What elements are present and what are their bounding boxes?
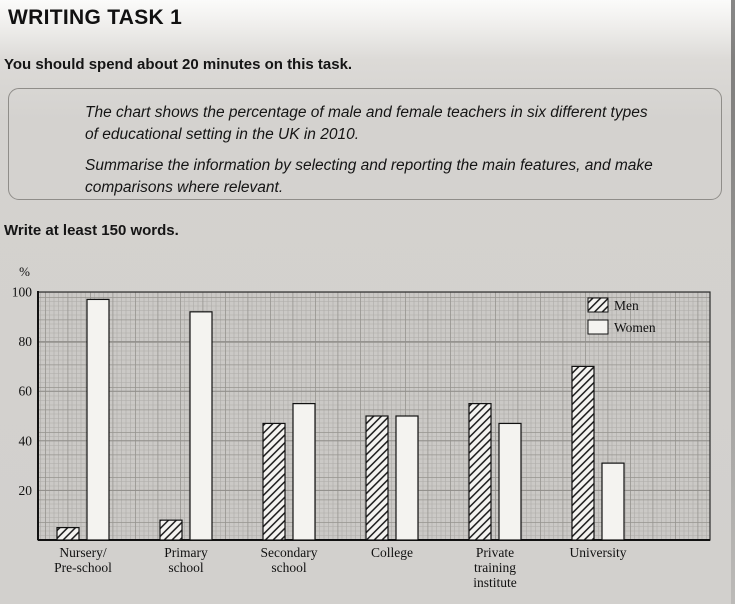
bar-men-3 (365, 415, 389, 541)
x-tick-label: Nursery/Pre-school (54, 545, 112, 575)
y-axis-unit-label: % (19, 264, 30, 279)
task-title: WRITING TASK 1 (8, 6, 183, 29)
bar-women-3 (395, 415, 419, 541)
y-tick-label: 20 (19, 483, 33, 498)
prompt-line-1: The chart shows the percentage of male a… (85, 104, 648, 143)
legend-swatch-men (587, 297, 609, 313)
bar-women-4 (498, 422, 522, 541)
bar-men-1 (159, 519, 183, 541)
x-tick-label: University (570, 545, 627, 560)
bar-women-1 (189, 311, 213, 541)
word-count-note: Write at least 150 words. (4, 222, 179, 239)
bar-women-0 (86, 298, 110, 541)
bar-men-4 (468, 403, 492, 541)
y-tick-label: 60 (19, 384, 33, 399)
y-tick-label: 40 (19, 433, 33, 448)
chart-root: 20 40 60 80 100% Nursery/Pre-school Primary sch… (12, 264, 711, 590)
prompt-line-2: Summarise the information by selecting a… (85, 157, 653, 196)
task-prompt-box: The chart shows the percentage of male a… (8, 88, 722, 200)
bar-women-2 (292, 403, 316, 541)
time-instruction: You should spend about 20 minutes on thi… (4, 56, 353, 73)
bar-chart-container: 20 40 60 80 100% Nursery/Pre-school Primary sch… (0, 252, 735, 604)
legend-label-men: Men (614, 298, 639, 313)
x-tick-label: College (371, 545, 413, 560)
y-tick-label: 100 (12, 285, 33, 300)
x-tick-label: Private training institute (473, 545, 517, 590)
bar-chart: 20 40 60 80 100% Nursery/Pre-school Primary sch… (12, 264, 711, 590)
x-tick-label: Primary school (164, 545, 208, 575)
x-tick-label: Secondary school (261, 545, 318, 575)
legend-swatch-women (587, 319, 609, 335)
bar-women-5 (601, 462, 625, 541)
bar-men-5 (571, 365, 595, 541)
bar-men-2 (262, 422, 286, 541)
bar-men-0 (56, 527, 80, 541)
legend-label-women: Women (614, 320, 656, 335)
y-tick-label: 80 (19, 334, 33, 349)
